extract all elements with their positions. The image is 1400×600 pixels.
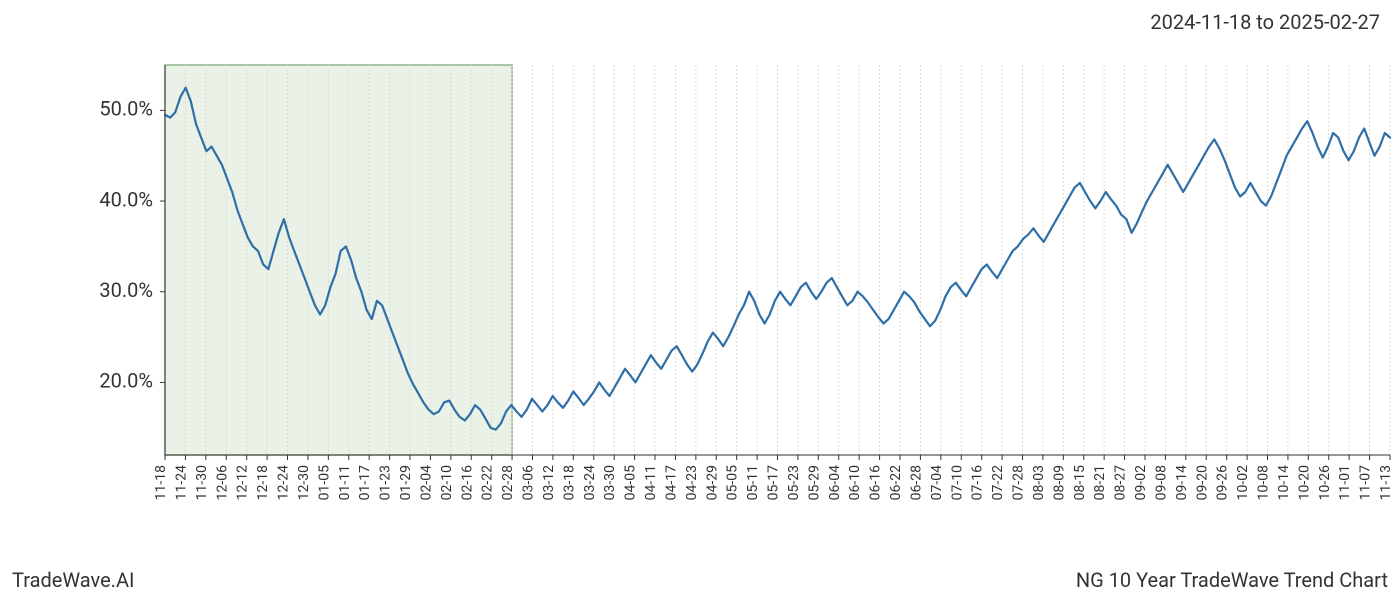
x-tick-label: 06-16: [868, 465, 884, 500]
x-tick-label: 12-24: [276, 465, 292, 500]
x-tick-label: 10-14: [1276, 465, 1292, 500]
x-tick-label: 10-20: [1296, 465, 1312, 500]
x-tick-label: 04-17: [663, 465, 679, 500]
x-tick-label: 07-04: [929, 465, 945, 500]
x-tick-label: 08-15: [1072, 465, 1088, 500]
x-tick-label: 06-10: [847, 465, 863, 500]
x-tick-label: 12-30: [296, 465, 312, 500]
x-tick-label: 11-07: [1358, 465, 1374, 500]
x-tick-label: 07-28: [1011, 465, 1027, 500]
x-tick-label: 06-28: [908, 465, 924, 500]
x-tick-label: 01-11: [337, 465, 353, 500]
x-tick-label: 08-03: [1031, 465, 1047, 500]
chart-svg: 20.0% 30.0% 40.0% 50.0% 11-1811-24 11-3012-06…: [0, 55, 1400, 565]
x-tick-label: 08-27: [1113, 465, 1129, 500]
x-tick-label: 04-23: [684, 465, 700, 500]
x-tick-label: 07-16: [970, 465, 986, 500]
x-tick-label: 02-28: [500, 465, 516, 500]
x-tick-label: 06-22: [888, 465, 904, 500]
x-tick-label: 02-04: [418, 465, 434, 500]
x-tick-label: 07-22: [990, 465, 1006, 500]
x-tick-label: 09-14: [1174, 465, 1190, 500]
x-tick-label: 02-22: [480, 465, 496, 500]
y-tick-label: 30.0%: [99, 278, 153, 302]
x-tick-label: 05-23: [786, 465, 802, 500]
x-tick-label: 05-17: [766, 465, 782, 500]
x-tick-label: 03-06: [521, 465, 537, 500]
x-tick-label: 09-02: [1133, 465, 1149, 500]
x-tick-label: 03-18: [561, 465, 577, 500]
brand-label: TradeWave.AI: [12, 568, 134, 592]
x-tick-label: 04-29: [704, 465, 720, 500]
x-tick-label: 10-08: [1256, 465, 1272, 500]
date-range-label: 2024-11-18 to 2025-02-27: [1150, 10, 1380, 34]
x-tick-label: 01-05: [316, 465, 332, 500]
x-tick-label: 05-29: [806, 465, 822, 500]
x-tick-label: 03-30: [602, 465, 618, 500]
y-tick-label: 40.0%: [99, 187, 153, 211]
x-tick-label: 05-11: [745, 465, 761, 500]
x-tick-label: 10-02: [1235, 465, 1251, 500]
x-tick-label: 08-21: [1092, 465, 1108, 500]
x-tick-label: 09-08: [1153, 465, 1169, 500]
x-tick-label: 04-11: [643, 465, 659, 500]
y-tick-label: 50.0%: [99, 97, 153, 121]
x-tick-label: 09-20: [1194, 465, 1210, 500]
x-tick-label: 01-17: [357, 465, 373, 500]
x-tick-label: 02-16: [459, 465, 475, 500]
y-tick-label: 20.0%: [99, 369, 153, 393]
x-tick-label: 11-30: [194, 465, 210, 500]
x-tick-label: 01-29: [398, 465, 414, 500]
x-tick-label: 08-09: [1051, 465, 1067, 500]
x-tick-label: 11-01: [1337, 465, 1353, 500]
x-tick-label: 12-18: [255, 465, 271, 500]
x-tick-label: 11-18: [153, 465, 169, 500]
x-tick-label: 09-26: [1215, 465, 1231, 500]
x-tick-label: 11-24: [173, 465, 189, 500]
x-tick-label: 04-05: [623, 465, 639, 500]
x-tick-label: 03-12: [541, 465, 557, 500]
x-tick-label: 01-23: [378, 465, 394, 500]
x-tick-label: 07-10: [949, 465, 965, 500]
chart-title: NG 10 Year TradeWave Trend Chart: [1076, 568, 1388, 592]
x-tick-label: 05-05: [725, 465, 741, 500]
x-tick-label: 11-13: [1378, 465, 1394, 500]
x-tick-label: 12-06: [214, 465, 230, 500]
x-tick-label: 03-24: [582, 465, 598, 500]
x-tick-label: 06-04: [827, 465, 843, 500]
x-tick-label: 10-26: [1317, 465, 1333, 500]
trend-chart: 20.0% 30.0% 40.0% 50.0% 11-1811-24 11-3012-06…: [0, 55, 1400, 565]
x-tick-label: 02-10: [439, 465, 455, 500]
x-tick-label: 12-12: [235, 465, 251, 500]
